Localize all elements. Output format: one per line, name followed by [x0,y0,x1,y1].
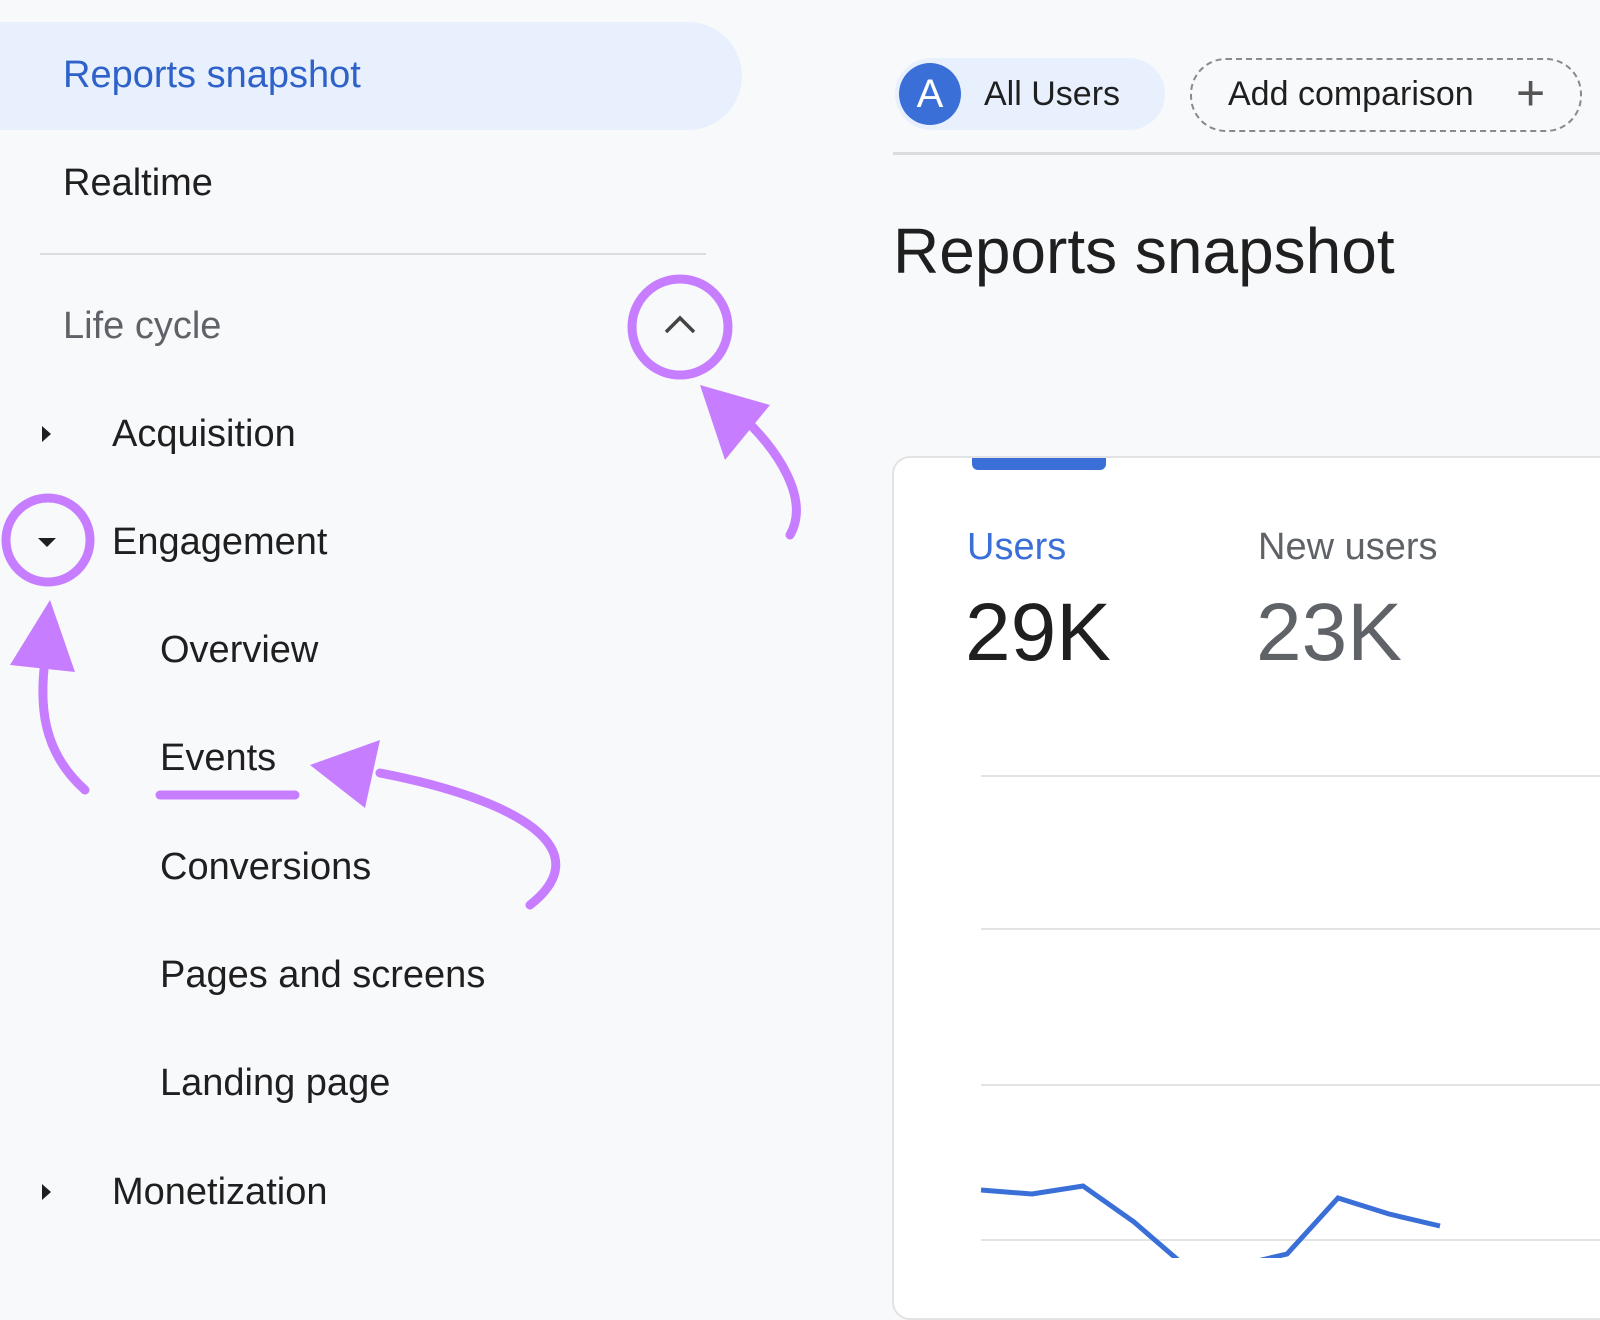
metric-tab-new-users-label[interactable]: New users [1258,526,1438,568]
metric-tab-users-label[interactable]: Users [967,526,1067,568]
plus-icon: + [1516,65,1546,121]
header-divider [893,152,1600,155]
sidebar-item-events[interactable]: Events [160,737,277,779]
sidebar-item-reports-snapshot[interactable] [0,22,742,130]
caret-right-icon[interactable] [42,1184,51,1200]
sidebar-item-realtime[interactable]: Realtime [63,162,213,204]
segment-avatar: A [899,63,961,125]
users-line-chart [980,775,1600,1258]
caret-right-icon[interactable] [42,426,51,442]
metric-users-value: 29K [965,587,1111,678]
metrics-card [892,456,1600,1320]
page-title: Reports snapshot [893,215,1395,287]
add-comparison-button[interactable] [1190,58,1582,132]
sidebar-divider [40,253,706,255]
users-series-line [980,1183,1441,1258]
sidebar-item-monetization[interactable]: Monetization [112,1171,328,1213]
add-comparison-label: Add comparison [1228,75,1474,113]
section-label-life-cycle: Life cycle [63,305,222,347]
sidebar-item-engagement[interactable]: Engagement [112,521,328,563]
active-tab-indicator [972,458,1106,470]
segment-label: All Users [984,75,1121,113]
sidebar-item-overview[interactable]: Overview [160,629,319,671]
sidebar-item-pages-and-screens[interactable]: Pages and screens [160,954,486,996]
sidebar-item-acquisition[interactable]: Acquisition [112,413,296,455]
sidebar-item-reports-snapshot-label[interactable]: Reports snapshot [63,54,361,96]
sidebar-item-landing-page[interactable]: Landing page [160,1062,391,1104]
metric-new-users-value: 23K [1256,587,1402,678]
sidebar-item-conversions[interactable]: Conversions [160,846,372,888]
